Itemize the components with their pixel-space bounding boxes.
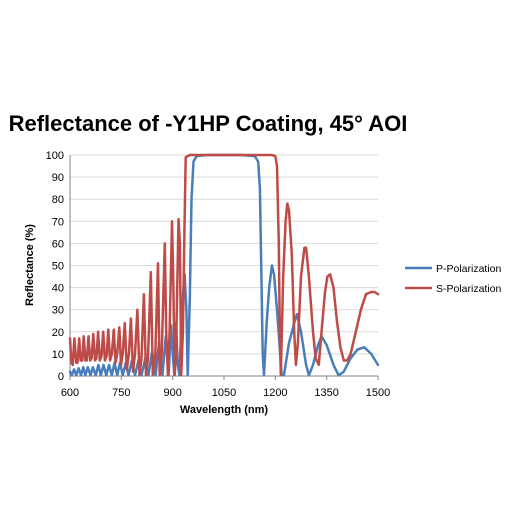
legend: P-Polarization S-Polarization [405,263,502,295]
legend-label: P-Polarization [436,263,502,275]
x-tick-label: 750 [112,387,130,399]
y-tick-labels: 0 10 20 30 40 50 60 70 80 90 100 [46,150,64,383]
x-tick-label: 1200 [263,387,287,399]
y-tick-label: 90 [52,172,64,184]
x-axis-label: Wavelength (nm) [180,404,269,416]
x-tick-label: 1350 [314,387,338,399]
x-tick-label: 600 [61,387,79,399]
y-tick-label: 50 [52,261,64,273]
axes [69,155,379,380]
grid-lines [70,154,378,355]
y-axis-label: Reflectance (%) [24,224,36,306]
y-tick-label: 30 [52,305,64,317]
series-line-p-polarization [68,153,380,377]
y-tick-label: 40 [52,283,64,295]
chart-title: Reflectance of -Y1HP Coating, 45° AOI [9,111,408,136]
x-tick-label: 1050 [212,387,236,399]
x-tick-label: 900 [163,387,181,399]
y-tick-label: 0 [58,371,64,383]
y-tick-label: 10 [52,349,64,361]
y-tick-label: 100 [46,150,64,162]
y-tick-label: 70 [52,216,64,228]
x-tick-label: 1500 [366,387,390,399]
x-tick-labels: 600 750 900 1050 1200 1350 1500 [61,387,390,399]
y-tick-label: 80 [52,194,64,206]
y-tick-label: 60 [52,238,64,250]
series-line-s-polarization [68,153,380,377]
legend-label: S-Polarization [436,283,502,295]
y-tick-label: 20 [52,327,64,339]
series-lines [68,153,380,377]
